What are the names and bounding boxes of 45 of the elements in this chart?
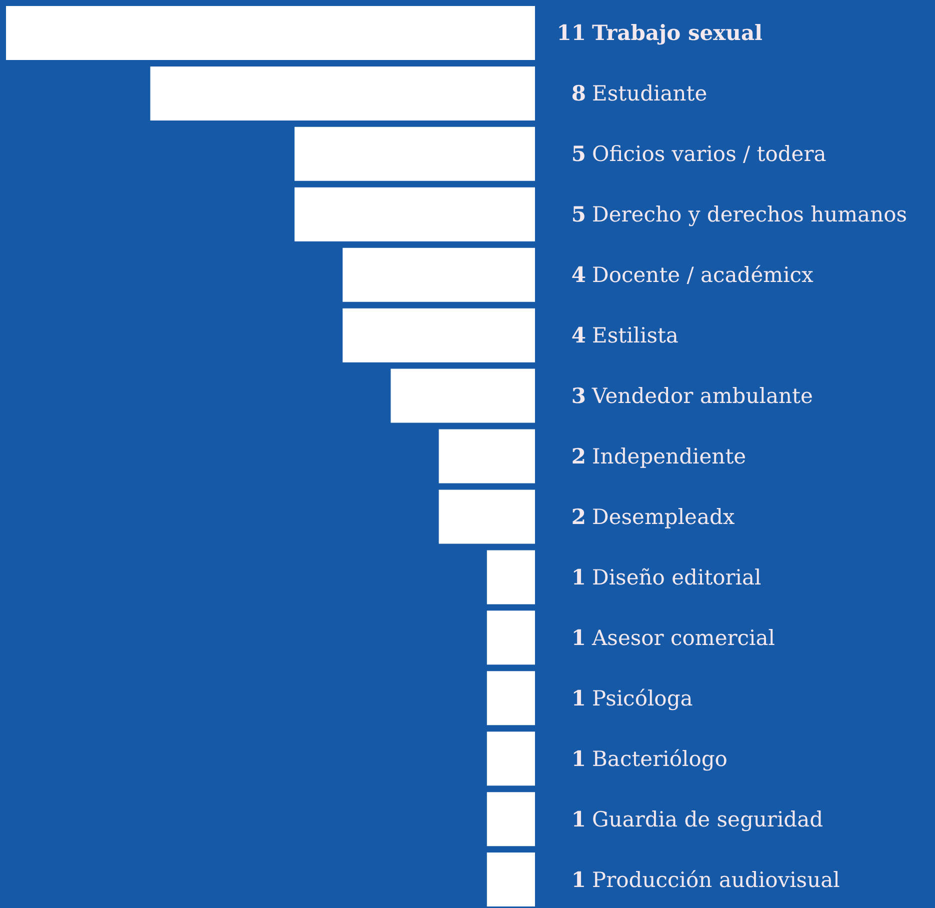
bar bbox=[486, 792, 535, 846]
y-tick-label: Derecho y derechos humanos bbox=[592, 202, 908, 227]
y-tick-label: Trabajo sexual bbox=[592, 20, 763, 46]
bar bbox=[6, 6, 535, 60]
y-tick-label: Bacteriólogo bbox=[592, 746, 728, 771]
bar bbox=[486, 610, 535, 665]
bar bbox=[342, 308, 535, 362]
y-tick-label: Asesor comercial bbox=[591, 626, 776, 650]
data-label: 2 bbox=[571, 444, 586, 468]
data-label: 1 bbox=[571, 564, 586, 590]
data-label: 4 bbox=[571, 262, 586, 288]
y-tick-label: Guardia de seguridad bbox=[592, 807, 824, 832]
y-tick-label: Psicóloga bbox=[592, 686, 693, 710]
y-tick-label: Producción audiovisual bbox=[592, 868, 840, 892]
y-tick-label: Docente / académicx bbox=[592, 263, 814, 288]
bar bbox=[486, 671, 535, 726]
data-label: 2 bbox=[571, 504, 586, 529]
bar bbox=[486, 550, 535, 604]
y-tick-label: Estudiante bbox=[592, 82, 708, 106]
bar bbox=[486, 852, 535, 907]
data-label: 3 bbox=[571, 383, 586, 408]
data-label: 11 bbox=[556, 20, 586, 46]
data-label: 1 bbox=[571, 806, 586, 832]
y-tick-label: Diseño editorial bbox=[592, 565, 762, 590]
bar bbox=[390, 368, 535, 423]
data-label: 4 bbox=[571, 322, 586, 348]
bar bbox=[486, 732, 535, 786]
bar bbox=[294, 187, 535, 242]
y-tick-label: Independiente bbox=[592, 444, 746, 468]
bar bbox=[438, 429, 535, 484]
data-label: 8 bbox=[571, 80, 586, 106]
data-label: 5 bbox=[571, 141, 586, 166]
bar bbox=[294, 126, 535, 181]
data-label: 1 bbox=[571, 866, 586, 892]
bar bbox=[438, 490, 535, 544]
data-label: 5 bbox=[571, 202, 586, 227]
y-tick-label: Oficios varios / todera bbox=[592, 142, 826, 166]
bar bbox=[150, 66, 535, 120]
y-tick-label: Desempleadx bbox=[592, 504, 735, 529]
data-label: 1 bbox=[571, 746, 586, 771]
y-tick-label: Estilista bbox=[592, 324, 678, 348]
data-label: 1 bbox=[571, 624, 586, 650]
data-label: 1 bbox=[571, 685, 586, 710]
bar bbox=[342, 248, 535, 302]
y-tick-label: Vendedor ambulante bbox=[591, 384, 813, 408]
